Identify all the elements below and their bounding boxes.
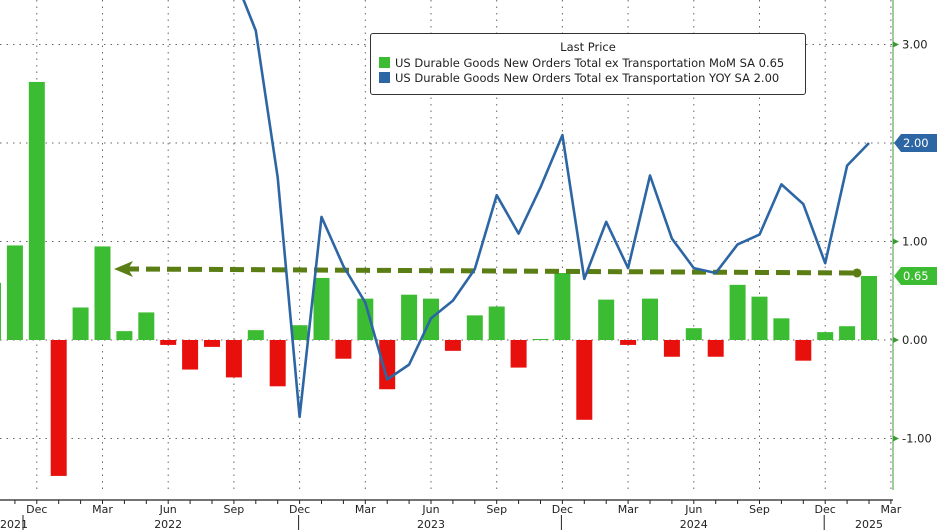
bar-jun-2024 xyxy=(685,328,702,340)
x-month-label: Jun xyxy=(421,503,439,516)
x-month-label: Sep xyxy=(486,503,507,516)
legend-label-mom: US Durable Goods New Orders Total ex Tra… xyxy=(395,55,755,70)
bar-mar-2024 xyxy=(620,340,637,345)
bar-oct-2024 xyxy=(773,318,790,340)
legend-label-yoy: US Durable Goods New Orders Total ex Tra… xyxy=(395,70,750,85)
yoy-last-tag-label: 2.00 xyxy=(903,136,929,150)
mom-last-tag-label: 0.65 xyxy=(903,269,929,283)
y-tick-marker xyxy=(893,41,899,48)
bar-dec-2021 xyxy=(28,81,45,341)
x-month-label: Sep xyxy=(224,503,245,516)
x-month-label: Dec xyxy=(289,503,310,516)
x-month-label: Jun xyxy=(159,503,177,516)
bar-jun-2022 xyxy=(160,340,177,345)
bar-feb-2023 xyxy=(335,340,352,359)
bar-nov-2021 xyxy=(6,245,23,340)
bar-aug-2023 xyxy=(466,315,483,340)
x-month-label: Jun xyxy=(684,503,702,516)
x-month-label: Dec xyxy=(815,503,836,516)
yoy-line xyxy=(242,0,870,419)
reference-end-dot xyxy=(852,268,862,278)
yoy-last-tag xyxy=(894,134,937,152)
bar-jul-2023 xyxy=(444,340,461,351)
x-month-label: Sep xyxy=(749,503,770,516)
bar-apr-2022 xyxy=(116,331,133,340)
bar-jul-2022 xyxy=(182,340,199,370)
x-year-label: 2025 xyxy=(855,518,883,530)
bar-jul-2024 xyxy=(707,340,724,357)
legend-item-yoy: US Durable Goods New Orders Total ex Tra… xyxy=(379,70,797,85)
legend-item-mom: US Durable Goods New Orders Total ex Tra… xyxy=(379,55,797,70)
bar-mar-2023 xyxy=(357,298,374,340)
x-month-label: Mar xyxy=(355,503,376,516)
x-month-label: Dec xyxy=(552,503,573,516)
x-month-label: Mar xyxy=(618,503,639,516)
mom-last-tag xyxy=(894,266,937,285)
legend-value-yoy: 2.00 xyxy=(753,70,780,85)
legend-swatch-blue xyxy=(379,72,390,83)
y-tick-label: 3.00 xyxy=(902,38,928,52)
legend-value-mom: 0.65 xyxy=(758,55,785,70)
bar-feb-2025 xyxy=(861,275,877,340)
bar-aug-2024 xyxy=(729,284,746,340)
bar-nov-2023 xyxy=(532,339,549,341)
legend-title: Last Price xyxy=(560,40,616,54)
legend-swatch-green xyxy=(379,57,390,68)
bar-sep-2023 xyxy=(488,306,505,340)
bar-oct-2023 xyxy=(510,340,527,368)
bar-feb-2022 xyxy=(72,307,89,340)
x-month-label: Mar xyxy=(92,503,113,516)
bar-jan-2025 xyxy=(839,326,856,340)
bar-dec-2022 xyxy=(291,325,308,340)
x-year-label: 2022 xyxy=(154,518,182,530)
bar-sep-2022 xyxy=(225,340,242,378)
bar-apr-2024 xyxy=(642,298,658,340)
y-tick-label: 0.00 xyxy=(902,333,928,347)
bar-nov-2022 xyxy=(269,340,286,387)
bar-sep-2024 xyxy=(751,296,768,340)
y-tick-marker xyxy=(893,337,899,343)
bar-mar-2022 xyxy=(94,246,111,340)
bar-dec-2024 xyxy=(817,332,834,340)
x-year-label: 2023 xyxy=(417,518,445,530)
bar-jan-2023 xyxy=(313,277,330,340)
bar-may-2024 xyxy=(663,340,680,357)
bar-aug-2022 xyxy=(204,340,220,347)
y-tick-label: 1.00 xyxy=(902,235,928,249)
y-tick-marker xyxy=(893,238,899,245)
bar-apr-2023 xyxy=(379,340,396,390)
x-year-label: 2024 xyxy=(680,518,708,530)
reference-dashed-line xyxy=(124,266,858,276)
bar-oct-2022 xyxy=(247,330,264,340)
arrow-head-icon xyxy=(114,260,133,277)
x-month-label: Dec xyxy=(26,503,47,516)
x-month-label: Mar xyxy=(881,503,902,516)
bar-jan-2024 xyxy=(576,340,593,420)
bar-feb-2024 xyxy=(598,299,615,340)
legend: Last Price US Durable Goods New Orders T… xyxy=(370,33,806,95)
x-year-label: 2021 xyxy=(0,518,28,530)
bar-oct-2021 xyxy=(0,282,1,340)
bar-may-2022 xyxy=(138,312,155,340)
y-tick-label: -1.00 xyxy=(902,432,932,446)
bar-dec-2023 xyxy=(554,273,571,340)
bar-may-2023 xyxy=(401,294,418,340)
bar-jan-2022 xyxy=(50,340,67,476)
y-tick-marker xyxy=(893,435,899,442)
bar-nov-2024 xyxy=(795,340,812,361)
